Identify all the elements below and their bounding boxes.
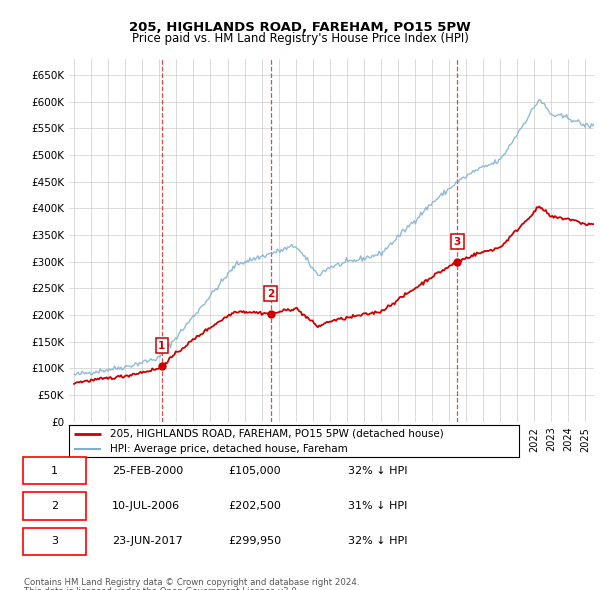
FancyBboxPatch shape xyxy=(23,457,86,484)
Text: 205, HIGHLANDS ROAD, FAREHAM, PO15 5PW (detached house): 205, HIGHLANDS ROAD, FAREHAM, PO15 5PW (… xyxy=(110,429,443,439)
Text: £299,950: £299,950 xyxy=(229,536,282,546)
Text: Price paid vs. HM Land Registry's House Price Index (HPI): Price paid vs. HM Land Registry's House … xyxy=(131,32,469,45)
FancyBboxPatch shape xyxy=(23,492,86,520)
Text: 32% ↓ HPI: 32% ↓ HPI xyxy=(348,466,408,476)
Text: 31% ↓ HPI: 31% ↓ HPI xyxy=(348,501,407,511)
Text: Contains HM Land Registry data © Crown copyright and database right 2024.: Contains HM Land Registry data © Crown c… xyxy=(24,578,359,587)
Text: 1: 1 xyxy=(158,341,166,351)
Text: 2: 2 xyxy=(51,501,58,511)
Text: 205, HIGHLANDS ROAD, FAREHAM, PO15 5PW: 205, HIGHLANDS ROAD, FAREHAM, PO15 5PW xyxy=(129,21,471,34)
Text: 25-FEB-2000: 25-FEB-2000 xyxy=(112,466,183,476)
Text: This data is licensed under the Open Government Licence v3.0.: This data is licensed under the Open Gov… xyxy=(24,587,299,590)
Text: £105,000: £105,000 xyxy=(229,466,281,476)
Text: 10-JUL-2006: 10-JUL-2006 xyxy=(112,501,180,511)
Text: £202,500: £202,500 xyxy=(229,501,281,511)
Text: 3: 3 xyxy=(51,536,58,546)
Text: 3: 3 xyxy=(454,237,461,247)
Text: 23-JUN-2017: 23-JUN-2017 xyxy=(112,536,182,546)
Text: 1: 1 xyxy=(51,466,58,476)
Text: HPI: Average price, detached house, Fareham: HPI: Average price, detached house, Fare… xyxy=(110,444,347,454)
FancyBboxPatch shape xyxy=(23,527,86,555)
Text: 2: 2 xyxy=(267,289,274,299)
Text: 32% ↓ HPI: 32% ↓ HPI xyxy=(348,536,408,546)
